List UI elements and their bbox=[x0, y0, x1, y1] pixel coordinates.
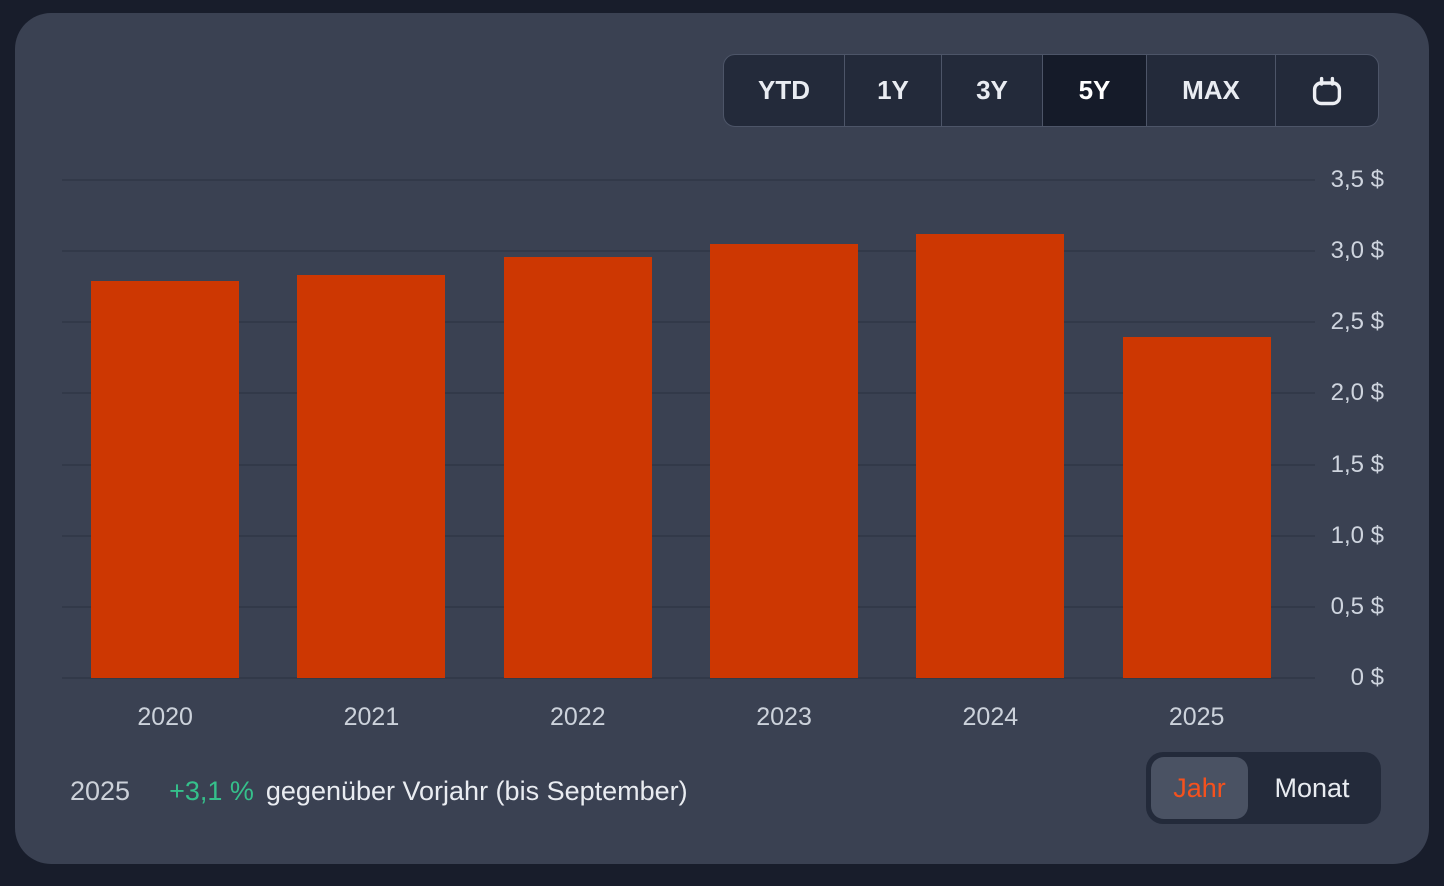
gridline bbox=[62, 392, 1315, 395]
chart-footer-caption: 2025 +3,1 % gegenüber Vorjahr (bis Septe… bbox=[70, 769, 688, 813]
year-month-toggle: Jahr Monat bbox=[1146, 752, 1381, 824]
range-5y-button[interactable]: 5Y bbox=[1042, 55, 1146, 126]
x-axis-label: 2025 bbox=[1168, 703, 1225, 731]
bar-2022[interactable] bbox=[503, 256, 652, 678]
bar-2020[interactable] bbox=[91, 281, 240, 678]
footer-delta: +3,1 % bbox=[169, 775, 254, 806]
range-1y-button[interactable]: 1Y bbox=[844, 55, 941, 126]
toggle-jahr-button[interactable]: Jahr bbox=[1151, 757, 1248, 819]
y-axis-label: 3,0 $ bbox=[1330, 237, 1384, 265]
y-axis-label: 0,5 $ bbox=[1330, 592, 1384, 620]
bar-2023[interactable] bbox=[710, 244, 859, 678]
time-range-selector: YTD 1Y 3Y 5Y MAX bbox=[723, 54, 1379, 127]
bar-2021[interactable] bbox=[297, 275, 446, 678]
y-axis-label: 1,0 $ bbox=[1330, 521, 1384, 549]
y-axis-label: 0 $ bbox=[1350, 664, 1384, 691]
x-axis-label: 2021 bbox=[343, 703, 400, 731]
footer-year: 2025 bbox=[70, 775, 131, 806]
gridline bbox=[62, 179, 1315, 182]
x-axis-label: 2022 bbox=[549, 703, 606, 731]
gridline bbox=[62, 463, 1315, 466]
x-axis-label: 2024 bbox=[962, 703, 1019, 731]
gridline bbox=[62, 250, 1315, 253]
range-ytd-button[interactable]: YTD bbox=[724, 55, 844, 126]
toggle-monat-button[interactable]: Monat bbox=[1274, 772, 1350, 803]
y-axis-label: 1,5 $ bbox=[1330, 450, 1384, 478]
gridline bbox=[62, 321, 1315, 324]
x-axis-label: 2020 bbox=[137, 703, 193, 731]
gridline bbox=[62, 534, 1315, 537]
range-3y-button[interactable]: 3Y bbox=[941, 55, 1042, 126]
range-max-button[interactable]: MAX bbox=[1146, 55, 1275, 126]
calendar-button[interactable] bbox=[1275, 55, 1378, 126]
y-axis-label: 2,0 $ bbox=[1330, 379, 1384, 407]
chart-card: YTD 1Y 3Y 5Y MAX 3,5 $ 3,0 $ 2,5 $ 2,0 $ 1,5… bbox=[15, 13, 1429, 864]
gridline bbox=[62, 677, 1315, 679]
bar-2025[interactable] bbox=[1122, 336, 1271, 678]
gridline bbox=[62, 605, 1315, 608]
y-axis-label: 3,5 $ bbox=[1330, 166, 1384, 194]
bar-chart: 3,5 $ 3,0 $ 2,5 $ 2,0 $ 1,5 $ 1,0 $ 0,5 $ 0 $ 20… bbox=[15, 13, 1429, 864]
x-axis-label: 2023 bbox=[756, 703, 812, 731]
footer-note: gegenüber Vorjahr (bis September) bbox=[265, 775, 688, 806]
calendar-icon bbox=[1309, 74, 1345, 108]
bar-2024[interactable] bbox=[916, 234, 1065, 678]
y-axis-label: 2,5 $ bbox=[1330, 308, 1384, 336]
